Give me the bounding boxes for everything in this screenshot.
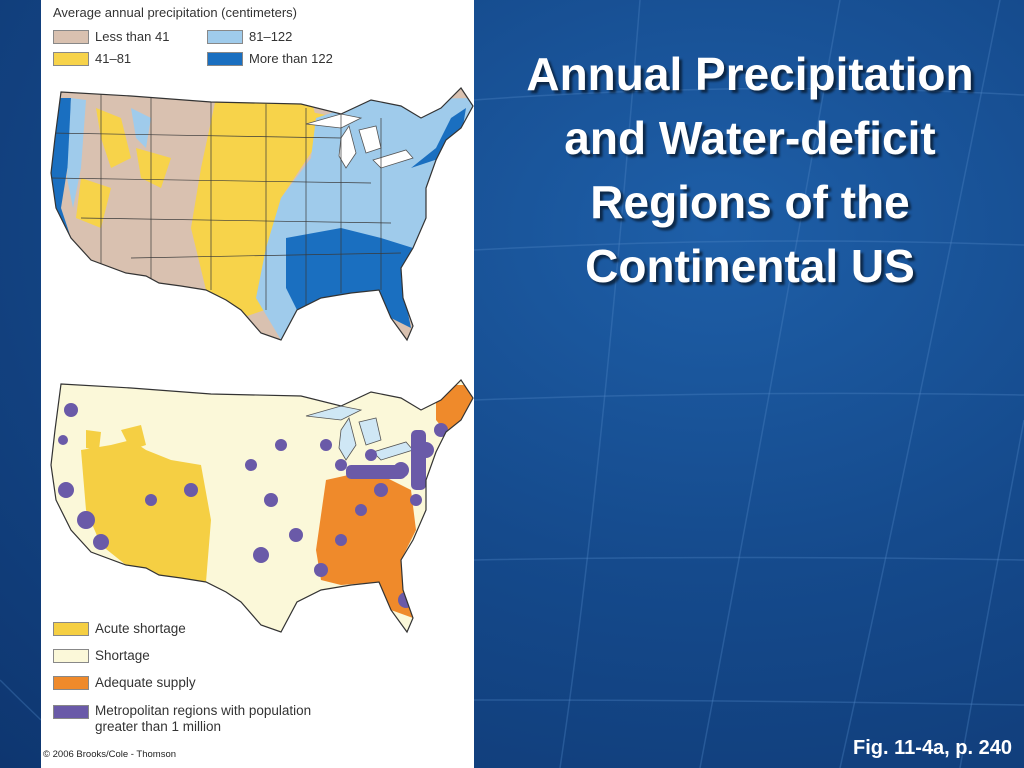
legend-label: 81–122 bbox=[249, 29, 293, 44]
legend-swatch bbox=[53, 675, 89, 690]
copyright-text: © 2006 Brooks/Cole - Thomson bbox=[43, 749, 177, 760]
legend-swatch bbox=[53, 621, 89, 636]
legend-item-41-81: 41–81 bbox=[53, 51, 131, 66]
legend-swatch bbox=[53, 51, 89, 66]
legend-item-adequate-supply: Adequate supply bbox=[53, 675, 196, 690]
legend-label: Adequate supply bbox=[95, 675, 196, 690]
legend-swatch bbox=[53, 705, 89, 719]
legend-item-more-than-122: More than 122 bbox=[207, 51, 333, 66]
legend-label-line1: Metropolitan regions with population bbox=[95, 703, 312, 718]
legend-item-shortage: Shortage bbox=[53, 648, 150, 663]
legend-item-81-122: 81–122 bbox=[207, 29, 292, 44]
legend-swatch bbox=[53, 29, 89, 44]
precipitation-map bbox=[50, 87, 474, 342]
legend-swatch bbox=[207, 51, 243, 66]
precipitation-legend-title: Average annual precipitation (centimeter… bbox=[53, 5, 298, 20]
legend-label: Metropolitan regions with population gre… bbox=[95, 703, 311, 735]
water-deficit-map bbox=[50, 379, 474, 634]
legend-label-line2: greater than 1 million bbox=[95, 719, 222, 734]
slide-title: Annual Precipitation and Water-deficit R… bbox=[526, 48, 974, 292]
legend-label: 41–81 bbox=[95, 51, 132, 66]
legend-label: More than 122 bbox=[249, 51, 333, 66]
legend-swatch bbox=[207, 29, 243, 44]
legend-swatch bbox=[53, 648, 89, 663]
legend-label: Acute shortage bbox=[95, 621, 186, 636]
legend-label: Shortage bbox=[95, 648, 150, 663]
legend-item-metropolitan-regions: Metropolitan regions with population gre… bbox=[53, 703, 311, 735]
legend-item-acute-shortage: Acute shortage bbox=[53, 621, 186, 636]
figure-reference: Fig. 11-4a, p. 240 bbox=[853, 737, 1012, 759]
legend-item-less-than-41: Less than 41 bbox=[53, 29, 169, 44]
legend-label: Less than 41 bbox=[95, 29, 170, 44]
figure-panel: Average annual precipitation (centimeter… bbox=[41, 0, 474, 768]
